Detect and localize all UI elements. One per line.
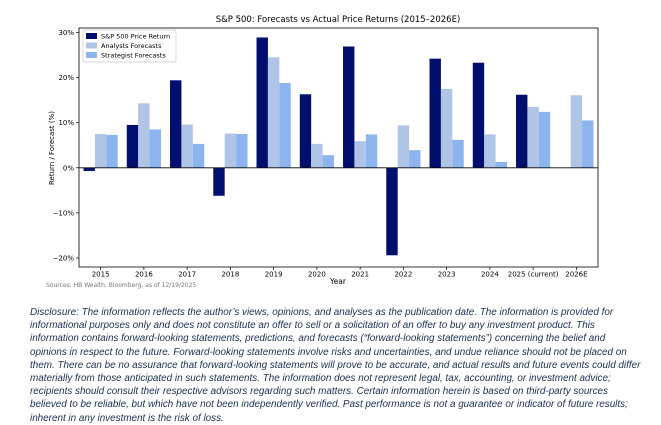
x-tick-label: 2022 (394, 271, 412, 279)
bar-analyst (311, 143, 323, 168)
bar-analyst (354, 141, 366, 168)
chart-title: S&P 500: Forecasts vs Actual Price Retur… (216, 15, 461, 25)
bar-actual (126, 124, 139, 168)
bar-strategist (538, 111, 551, 168)
x-tick-label: 2020 (308, 271, 326, 279)
x-tick-label: 2015 (92, 271, 110, 279)
bar-strategist (279, 83, 291, 168)
y-axis: −20% −10% 0% 10% 20% 30% (53, 29, 79, 262)
bar-analyst (181, 124, 193, 168)
bar-analyst (138, 103, 150, 168)
x-tick-label: 2021 (351, 271, 369, 279)
y-tick-label: 30% (58, 29, 74, 37)
bar-analyst (224, 133, 237, 168)
y-tick-label: −20% (53, 254, 75, 262)
x-tick-label: 2026E (565, 271, 587, 279)
legend-box (82, 29, 177, 63)
bar-analyst (267, 57, 280, 168)
x-tick-label: 2019 (265, 271, 283, 279)
bar-analyst (484, 134, 496, 168)
x-tick-label: 2018 (221, 271, 239, 279)
bar-analyst (440, 88, 453, 168)
bar-strategist (582, 120, 594, 168)
x-axis: 2015 2016 2017 2018 2019 2020 2021 2022 2023 2024… (92, 267, 588, 279)
bar-analyst (94, 133, 107, 168)
bar-actual (429, 58, 441, 168)
y-tick-label: 20% (58, 74, 74, 82)
bar-analyst (527, 106, 539, 168)
bar-actual (83, 167, 95, 171)
disclaimer-text: Disclosure: The information reflects the… (30, 307, 641, 424)
bar-analyst (570, 95, 583, 168)
bar-strategist (495, 161, 507, 168)
legend-swatch (86, 33, 97, 39)
bar-analyst (397, 125, 410, 168)
bar-strategist (452, 139, 464, 168)
bar-strategist (365, 134, 378, 168)
x-tick-label: 2025 (current) (508, 271, 559, 279)
plot-frame (78, 27, 599, 268)
bar-strategist (192, 143, 205, 168)
bar-strategist (106, 134, 118, 168)
y-tick-label: 0% (63, 164, 74, 172)
legend-label: Strategist Forecasts (101, 52, 166, 60)
source-note: Sources: HB Wealth, Bloomberg, as of 12/… (46, 282, 197, 289)
bar-actual (386, 167, 398, 256)
legend-swatch (86, 42, 97, 49)
bar-strategist (322, 155, 334, 168)
bars-group (83, 37, 594, 256)
x-tick-label: 2024 (481, 271, 499, 279)
x-tick-label: 2016 (135, 271, 153, 279)
bar-actual (472, 62, 485, 168)
bar-actual (343, 46, 355, 168)
bar-actual (256, 37, 268, 168)
bar-actual (213, 167, 225, 196)
bar-strategist (236, 133, 248, 168)
y-tick-label: 10% (58, 119, 74, 127)
bar-strategist (149, 129, 161, 168)
x-tick-label: 2017 (178, 271, 196, 279)
bar-strategist (409, 150, 421, 168)
returns-chart: S&P 500: Forecasts vs Actual Price Retur… (48, 15, 599, 286)
x-tick-label: 2023 (438, 271, 456, 279)
legend-label: S&P 500 Price Return (101, 33, 170, 41)
x-axis-label: Year (329, 277, 347, 286)
bar-actual (170, 80, 182, 168)
bar-actual (299, 94, 312, 168)
bar-actual (516, 94, 528, 168)
y-tick-label: −10% (53, 209, 75, 217)
legend-swatch (86, 52, 97, 58)
legend-label: Analysts Forecasts (101, 42, 162, 50)
y-axis-label: Return / Forecast (%) (48, 111, 56, 185)
